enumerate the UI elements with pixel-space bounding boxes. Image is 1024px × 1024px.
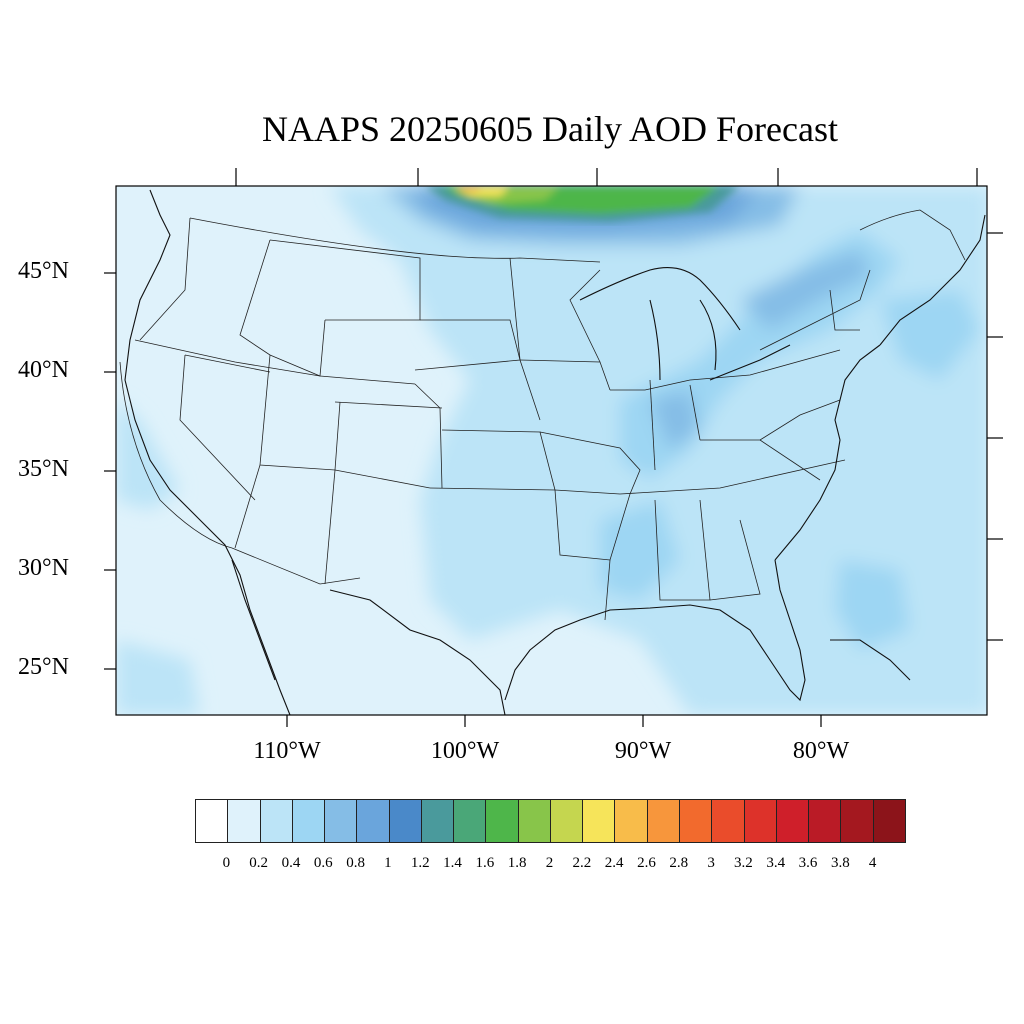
colorbar-tick-label: 1.2 [410,855,430,871]
colorbar-tick-label: 0.8 [346,855,365,871]
colorbar-tick-label: 2 [545,855,554,871]
colorbar-swatch [841,800,874,842]
colorbar-swatch [550,800,584,842]
lat-label-40n: 40°N [18,357,69,383]
lon-label-90w: 90°W [614,738,672,764]
colorbar-swatch [454,800,487,842]
colorbar-tick-label: 1.8 [507,855,527,871]
colorbar-tick-label: 1.4 [443,855,462,871]
axis-ticks [104,168,1003,727]
chart-title: NAAPS 20250605 Daily AOD Forecast [262,109,838,149]
colorbar-swatch [583,800,616,842]
colorbar-tick-label: 3 [707,855,715,871]
colorbar-swatch [486,800,519,842]
colorbar-swatch [744,800,777,842]
aod-field [116,186,987,715]
colorbar-swatch [196,800,229,842]
colorbar-tick-label: 3.2 [734,855,753,871]
lat-label-30n: 30°N [18,555,69,581]
colorbar-swatch [228,800,261,842]
state-boundaries [119,209,966,621]
colorbar-tick-label: 1 [384,855,392,871]
colorbar-tick-label: 0 [222,855,231,871]
map-frame [115,185,988,716]
colorbar-tick-label: 3.6 [798,855,818,871]
colorbar-tick-label: 3.8 [830,855,850,871]
colorbar-tick-label: 2.8 [669,855,689,871]
colorbar-swatch [809,800,842,842]
colorbar-tick-label: 2.2 [572,855,592,871]
colorbar-tick-label: 0.4 [281,855,301,871]
colorbar-swatch [389,800,422,842]
colorbar-tick-label: 0.2 [249,855,268,871]
colorbar-tick-label: 4 [868,855,877,871]
lat-label-35n: 35°N [18,456,69,482]
colorbar-swatch [679,800,713,842]
colorbar-swatch [712,800,745,842]
colorbar-tick-label: 2.6 [637,855,656,871]
lon-label-80w: 80°W [792,738,850,764]
colorbar-swatch [325,800,358,842]
colorbar-swatch [260,800,293,842]
colorbar-swatch [615,800,648,842]
colorbar-tick-label: 1.6 [475,855,495,871]
colorbar-tick-label: 2.4 [604,855,624,871]
lon-label-110w: 110°W [253,738,321,764]
lon-label-100w: 100°W [430,738,500,764]
colorbar-swatch [357,800,390,842]
colorbar-swatch [647,800,680,842]
colorbar-swatch [776,800,810,842]
colorbar-swatch [873,800,905,842]
colorbar-swatch [292,800,326,842]
colorbar [195,799,906,843]
colorbar-tick-label: 0.6 [313,855,333,871]
lat-label-25n: 25°N [18,654,69,680]
coastlines [124,189,986,715]
colorbar-swatch [518,800,551,842]
colorbar-tick-label: 3.4 [766,855,786,871]
lat-label-45n: 45°N [18,258,69,284]
colorbar-swatch [421,800,455,842]
